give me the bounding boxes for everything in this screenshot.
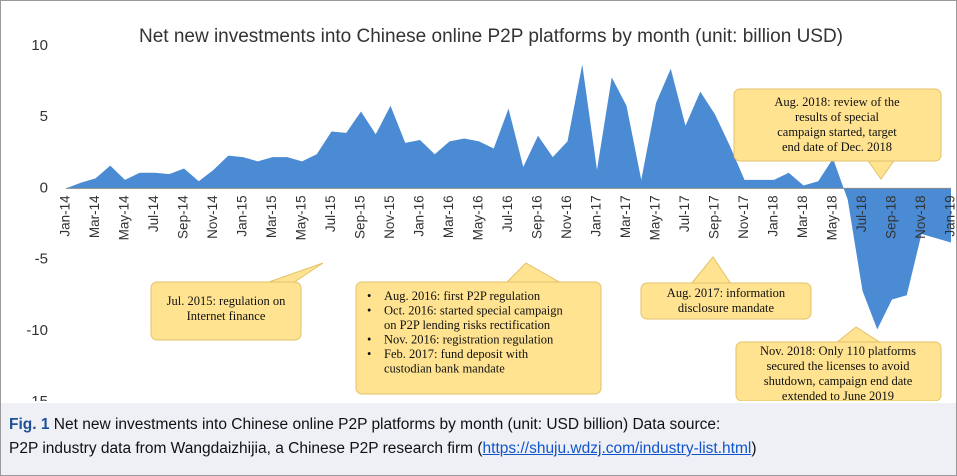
y-tick-label: 10 <box>31 37 48 54</box>
x-tick-label: Nov-17 <box>736 195 751 239</box>
x-tick-label: May-14 <box>117 195 132 241</box>
x-tick-label: May-18 <box>825 195 840 240</box>
x-tick-label: Mar-14 <box>87 195 102 238</box>
bullet: • <box>367 303 371 317</box>
x-tick-label: Jul-15 <box>323 195 338 232</box>
callout-box <box>355 281 602 395</box>
x-tick-label: May-16 <box>471 195 486 240</box>
x-tick-label: Jul-14 <box>146 195 161 232</box>
x-tick-label: Jan-16 <box>412 195 427 236</box>
caption-link[interactable]: https://shuju.wdzj.com/industry-list.htm… <box>482 440 752 457</box>
annotation-text: Aug. 2018: review of the <box>774 95 900 109</box>
annotation-text: shutdown, campaign end date <box>764 374 913 388</box>
annotation-text: Nov. 2016: registration regulation <box>384 332 554 346</box>
annotation-text: Feb. 2017: fund deposit with <box>384 347 529 361</box>
bullet: • <box>367 332 371 346</box>
annotation-text: Aug. 2016: first P2P regulation <box>384 289 541 303</box>
annotation-text: results of special <box>795 110 880 124</box>
x-tick-label: Mar-16 <box>441 195 456 238</box>
x-tick-label: Sep-14 <box>176 195 191 239</box>
callout-pointer <box>834 326 883 344</box>
caption: Fig. 1 Net new investments into Chinese … <box>1 403 956 475</box>
annotation-text: Aug. 2017: information <box>667 286 786 300</box>
annotation-text: end date of Dec. 2018 <box>782 140 892 154</box>
x-tick-label: Jan-18 <box>766 195 781 236</box>
annotation-text: Internet finance <box>187 309 266 323</box>
caption-text: ) <box>751 440 757 457</box>
x-tick-label: Jan-15 <box>235 195 250 236</box>
x-tick-label: Sep-15 <box>353 195 368 239</box>
bullet: • <box>367 289 371 303</box>
x-tick-label: Nov-16 <box>559 195 574 239</box>
x-tick-label: Jan-14 <box>58 195 73 237</box>
callout-box <box>733 88 942 162</box>
y-tick-label: -15 <box>26 393 48 401</box>
x-tick-label: Sep-17 <box>707 195 722 239</box>
x-tick-label: May-15 <box>294 195 309 240</box>
x-tick-label: Mar-17 <box>618 195 633 238</box>
y-tick-label: 0 <box>40 179 48 196</box>
caption-text: Net new investments into Chinese online … <box>53 416 721 433</box>
x-tick-label: May-17 <box>648 195 663 240</box>
x-tick-label: Jul-17 <box>677 195 692 232</box>
y-tick-label: -5 <box>35 251 48 268</box>
x-tick-label: Nov-18 <box>913 195 928 239</box>
x-tick-label: Jan-19 <box>943 195 956 236</box>
annotation-text: Jul. 2015: regulation on <box>167 294 286 308</box>
x-tick-label: Sep-16 <box>530 195 545 239</box>
x-tick-label: Sep-18 <box>884 195 899 239</box>
annotation-text: campaign started, target <box>777 125 897 139</box>
x-tick-label: Mar-18 <box>795 195 810 238</box>
annotation-text: extended to June 2019 <box>782 389 894 401</box>
callout-pointer <box>689 256 732 285</box>
area <box>66 64 951 330</box>
x-tick-label: Nov-15 <box>382 195 397 239</box>
callout-pointer <box>504 262 563 284</box>
x-tick-label: Jan-17 <box>589 195 604 236</box>
y-tick-label: -10 <box>26 322 48 339</box>
y-tick-label: 5 <box>40 108 48 125</box>
callout-box <box>150 281 302 341</box>
x-tick-label: Jul-16 <box>500 195 515 232</box>
x-tick-label: Nov-14 <box>205 195 220 239</box>
bullet: • <box>367 347 371 361</box>
caption-text: P2P industry data from Wangdaizhijia, a … <box>9 440 483 457</box>
callout-pointer <box>265 262 324 284</box>
annotation-text: custodian bank mandate <box>384 361 505 375</box>
annotation-text: secured the licenses to avoid <box>766 359 910 373</box>
chart-title: Net new investments into Chinese online … <box>139 26 843 47</box>
callout-box <box>640 282 812 320</box>
x-tick-label: Jul-18 <box>854 195 869 232</box>
annotation-text: Oct. 2016: started special campaign <box>384 303 564 317</box>
x-tick-label: Mar-15 <box>264 195 279 238</box>
annotation-text: Nov. 2018: Only 110 platforms <box>760 344 916 358</box>
annotation-text: disclosure mandate <box>678 301 775 315</box>
chart: Net new investments into Chinese online … <box>26 26 957 410</box>
annotation-text: on P2P lending risks rectification <box>384 318 551 332</box>
caption-label: Fig. 1 <box>9 416 50 433</box>
